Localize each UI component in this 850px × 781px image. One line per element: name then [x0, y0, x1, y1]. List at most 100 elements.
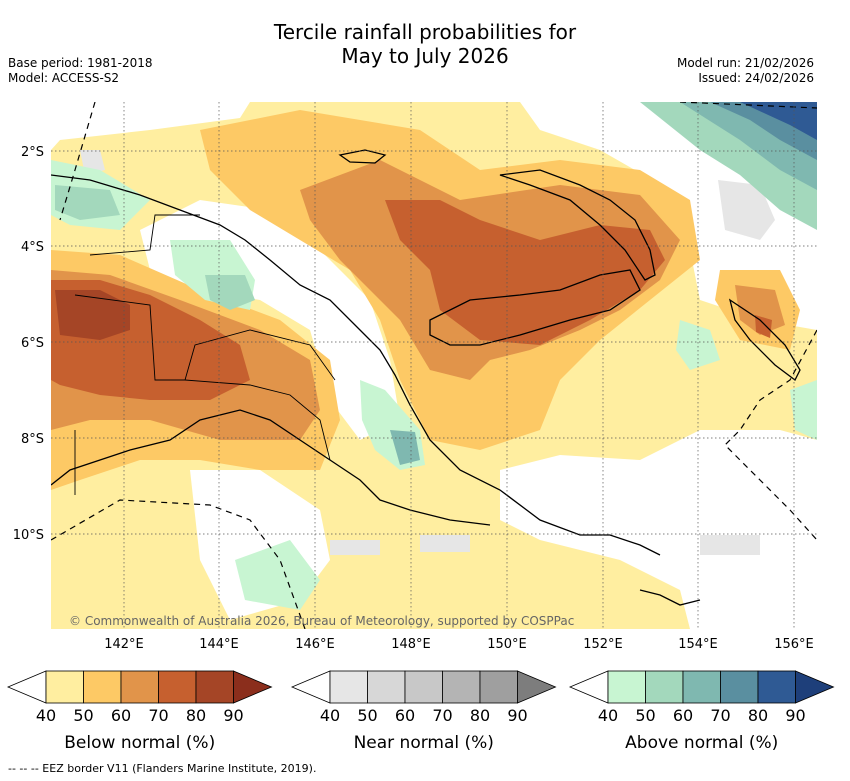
colorbar-swatch [329, 670, 368, 704]
colorbar-swatch [367, 670, 406, 704]
fill-below-50-east [715, 270, 800, 350]
fill-below-70-east [755, 315, 772, 338]
eez-west-north [59, 102, 96, 221]
fill-near-1 [80, 150, 105, 175]
border-a [74, 294, 336, 381]
coastline-manus [338, 149, 387, 164]
eez-borders [51, 102, 817, 629]
lat-axis-labels: 2°S 4°S 6°S 8°S 10°S [13, 145, 44, 543]
fill-above-40-e [676, 320, 720, 370]
colorbar-swatch [158, 670, 197, 704]
fill-below-50-north [200, 110, 700, 450]
colorbar-over-triangle [233, 670, 273, 704]
fill-white-sw [190, 470, 330, 620]
lon-label: 146°E [295, 637, 335, 652]
probability-field [51, 102, 817, 629]
colorbar-swatch [645, 670, 684, 704]
eez-east [724, 329, 817, 541]
lat-label: 10°S [13, 528, 44, 543]
colorbar-swatch [83, 670, 122, 704]
colorbar-tick-label: 80 [748, 706, 768, 725]
lon-axis-labels: 142°E 144°E 146°E 148°E 150°E 152°E 154°… [104, 637, 814, 652]
colorbar-tick-label: 40 [320, 706, 340, 725]
meta-left: Base period: 1981-2018 Model: ACCESS-S2 [8, 56, 153, 86]
colorbars: 40 50 60 70 80 90 Below normal (%) 40 50 60 70 80 90… [6, 670, 835, 753]
lon-label: 142°E [104, 637, 144, 652]
colorbar-tick-label: 40 [598, 706, 618, 725]
fill-below-40 [51, 102, 817, 629]
fill-below-60-west [51, 270, 320, 440]
chart-title: Tercile rainfall probabilities for May t… [0, 20, 850, 68]
copyright-notice: © Commonwealth of Australia 2026, Bureau… [69, 614, 574, 628]
lon-label: 150°E [487, 637, 527, 652]
coastline-new-britain [429, 269, 641, 346]
fill-below-70-north [385, 200, 665, 345]
lon-label: 156°E [774, 637, 814, 652]
lon-label: 154°E [678, 637, 718, 652]
fill-above-40-center [170, 240, 255, 310]
colorbar-tick-label: 90 [785, 706, 805, 725]
colorbar-swatch [720, 670, 759, 704]
fill-near-4 [420, 535, 470, 552]
fill-above-70-ne [710, 102, 817, 160]
fill-above-40-far-e [790, 380, 817, 440]
fill-below-60-east [735, 285, 785, 335]
fill-above-50-ne [640, 102, 817, 230]
lat-label: 2°S [21, 145, 44, 160]
meta-right: Model run: 21/02/2026 Issued: 24/02/2026 [677, 56, 814, 86]
colorbar-tick-label: 50 [73, 706, 93, 725]
coastline-bougainville [728, 298, 801, 381]
colorbar-tick-label: 90 [223, 706, 243, 725]
coastline-north-png [51, 174, 661, 556]
colorbar-1: 40 50 60 70 80 90 Below normal (%) [6, 670, 273, 753]
fill-above-40-sw [235, 540, 320, 610]
lat-label: 8°S [21, 432, 44, 447]
colorbar-label: Above normal (%) [625, 733, 778, 753]
fill-above-40-bay [360, 380, 425, 470]
colorbar-swatch [120, 670, 159, 704]
fill-near-2 [718, 180, 775, 240]
colorbar-over-triangle [517, 670, 557, 704]
fill-white-ne [520, 102, 817, 330]
fill-above-60-bay [390, 430, 420, 465]
fill-above-80-ne [740, 102, 817, 140]
fill-below-70-west [51, 280, 250, 400]
colorbar-tick-label: 70 [710, 706, 730, 725]
colorbar-swatch [607, 670, 646, 704]
eez-north-east [679, 102, 817, 109]
colorbar-swatch [479, 670, 518, 704]
colorbar-tick-label: 50 [635, 706, 655, 725]
colorbar-tick-label: 60 [111, 706, 131, 725]
fill-below-60-north [300, 160, 680, 380]
fill-near-3 [330, 540, 380, 555]
colorbar-tick-label: 80 [186, 706, 206, 725]
lat-label: 6°S [21, 336, 44, 351]
lat-label: 4°S [21, 240, 44, 255]
model-name: Model: ACCESS-S2 [8, 71, 120, 85]
fill-below-50-west [51, 250, 340, 490]
colorbar-under-triangle [290, 670, 331, 704]
colorbar-under-triangle [6, 670, 47, 704]
fill-white-se [500, 430, 817, 629]
title-line-2: May to July 2026 [341, 44, 509, 68]
lon-label: 152°E [583, 637, 623, 652]
colorbar-swatch [442, 670, 481, 704]
border-c [184, 379, 331, 461]
model-run: Model run: 21/02/2026 [676, 56, 814, 70]
colorbar-2: 40 50 60 70 80 90 Near normal (%) [290, 670, 557, 753]
coastlines [51, 149, 801, 606]
colorbar-3: 40 50 60 70 80 90 Above normal (%) [568, 670, 835, 753]
fill-above-50-center [205, 275, 255, 310]
coastline-south-png [51, 409, 491, 526]
colorbar-tick-label: 80 [470, 706, 490, 725]
lon-label: 148°E [391, 637, 431, 652]
colorbar-tick-label: 60 [673, 706, 693, 725]
colorbar-swatch [682, 670, 721, 704]
coastline-islands-se [639, 589, 701, 606]
colorbar-swatch [404, 670, 443, 704]
fill-white-nw [51, 102, 250, 150]
issued-date: Issued: 24/02/2026 [698, 71, 814, 85]
fill-above-50-nw [55, 185, 120, 220]
colorbar-label: Below normal (%) [64, 733, 215, 753]
